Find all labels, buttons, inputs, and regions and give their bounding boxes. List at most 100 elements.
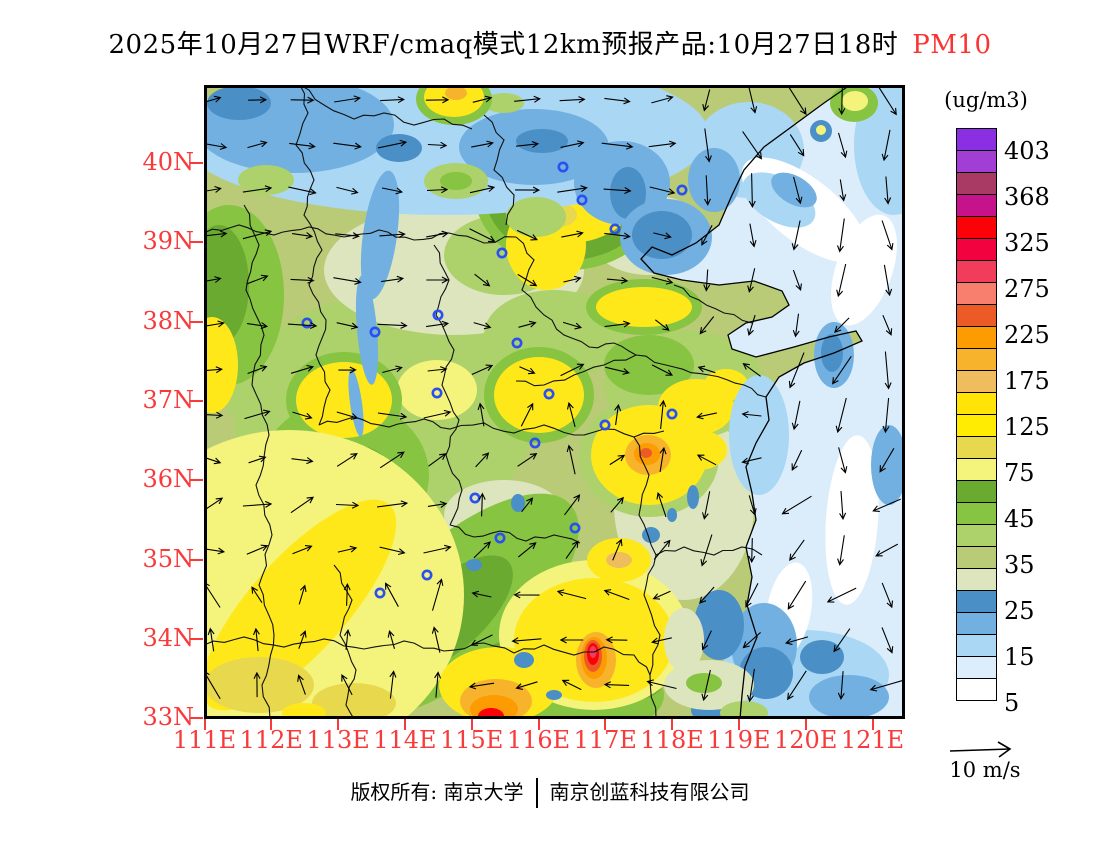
lon-tick xyxy=(537,719,540,730)
wind-vector-icon xyxy=(787,85,807,116)
lon-label-114E: 114E xyxy=(373,726,437,754)
wind-vector-icon xyxy=(646,679,677,690)
legend-color-box xyxy=(956,502,997,525)
wind-vector-icon xyxy=(335,232,360,240)
wind-vector-icon xyxy=(610,496,624,513)
wind-vector-icon xyxy=(781,495,812,515)
legend-color-box xyxy=(956,458,997,481)
lat-label-36N: 36N xyxy=(142,465,194,494)
wind-vector-icon xyxy=(246,544,269,555)
legend-color-box xyxy=(956,568,997,591)
wind-vector-icon xyxy=(426,230,449,238)
wind-vector-icon xyxy=(426,276,449,284)
wind-vector-icon xyxy=(653,232,672,240)
wind-vector-icon xyxy=(247,365,268,375)
wind-vector-icon xyxy=(697,365,716,374)
province-border-line xyxy=(483,114,515,226)
wind-vector-icon xyxy=(248,96,268,104)
legend-color-box xyxy=(956,348,997,371)
wind-vector-icon xyxy=(884,176,892,205)
wind-vector-icon xyxy=(381,187,404,195)
legend-label-175: 175 xyxy=(1004,367,1050,395)
wind-vector-icon xyxy=(434,671,442,698)
wind-vector-icon xyxy=(741,457,762,465)
city-marker-icon xyxy=(469,492,481,504)
wind-vector-icon xyxy=(427,141,448,149)
wind-vector-icon xyxy=(612,538,623,561)
wind-vector-icon xyxy=(247,322,269,330)
wind-vector-icon xyxy=(826,587,857,603)
wind-vector-icon xyxy=(204,230,228,238)
wind-scale-arrow xyxy=(949,741,1012,758)
wind-vector-icon xyxy=(252,627,260,652)
wind-vector-icon xyxy=(248,455,267,464)
wind-vector-icon xyxy=(651,95,674,104)
wind-vector-icon xyxy=(651,364,674,376)
wind-vector-icon xyxy=(557,185,588,193)
wind-vector-icon xyxy=(653,539,671,560)
lat-tick xyxy=(190,637,203,640)
wind-vector-icon xyxy=(789,539,805,562)
wind-arrows xyxy=(204,85,904,703)
legend-color-box xyxy=(956,128,997,151)
wind-vector-icon xyxy=(475,452,490,468)
legend-label-125: 125 xyxy=(1004,413,1050,441)
copyright-owner: 版权所有: 南京大学 xyxy=(350,780,524,804)
wind-vector-icon xyxy=(423,409,452,419)
lon-tick xyxy=(403,719,406,730)
legend-color-box xyxy=(956,150,997,173)
legend-color-box xyxy=(956,216,997,239)
legend-color-box xyxy=(956,238,997,261)
lon-tick xyxy=(737,719,740,730)
legend-label-75: 75 xyxy=(1004,459,1035,487)
province-border-line xyxy=(515,354,637,387)
wind-vector-icon xyxy=(703,269,711,292)
wind-vector-icon xyxy=(604,97,631,105)
wind-vector-icon xyxy=(745,582,759,608)
wind-vector-icon xyxy=(836,263,847,298)
lon-label-115E: 115E xyxy=(440,726,504,754)
province-border-line xyxy=(515,236,637,356)
wind-vector-icon xyxy=(518,320,537,328)
wind-vector-icon xyxy=(379,546,406,556)
legend-color-box xyxy=(956,370,997,393)
legend-color-box xyxy=(956,282,997,305)
province-border-line xyxy=(204,636,651,676)
wind-vector-icon xyxy=(387,630,396,649)
legend-label-35: 35 xyxy=(1004,551,1035,579)
lon-tick xyxy=(270,719,273,730)
wind-vector-icon xyxy=(561,230,584,238)
wind-vector-icon xyxy=(749,223,757,248)
lat-tick xyxy=(190,479,203,482)
wind-vector-icon xyxy=(427,366,448,374)
wind-vector-icon xyxy=(377,139,408,149)
city-marker-icon xyxy=(496,247,508,259)
wind-vector-icon xyxy=(746,668,755,703)
legend-label-25: 25 xyxy=(1004,597,1035,625)
wind-vector-icon xyxy=(881,627,894,654)
legend-label-325: 325 xyxy=(1004,229,1050,257)
wind-vector-icon xyxy=(559,96,586,104)
wind-vector-icon xyxy=(473,322,492,330)
wind-vector-icon xyxy=(341,674,353,696)
wind-vector-icon xyxy=(792,269,802,292)
legend-color-box xyxy=(956,546,997,569)
legend-color-box xyxy=(956,194,997,217)
legend-label-368: 368 xyxy=(1004,183,1050,211)
wind-vector-icon xyxy=(253,671,261,698)
wind-vector-icon xyxy=(605,636,628,644)
wind-vector-icon xyxy=(837,671,845,700)
wind-vector-icon xyxy=(877,85,897,116)
wind-vector-icon xyxy=(478,492,486,517)
wind-vector-icon xyxy=(298,584,307,605)
wind-vector-icon xyxy=(654,319,670,331)
wind-vector-icon xyxy=(385,582,399,607)
wind-vector-icon xyxy=(379,230,406,238)
pm10-contour-map xyxy=(204,85,905,719)
province-border-line xyxy=(433,244,463,526)
wind-vector-icon xyxy=(289,142,316,150)
wind-vector-icon xyxy=(298,630,307,649)
wind-vector-icon xyxy=(423,544,452,554)
wind-vector-icon xyxy=(881,129,891,162)
wind-vector-icon xyxy=(471,590,492,598)
